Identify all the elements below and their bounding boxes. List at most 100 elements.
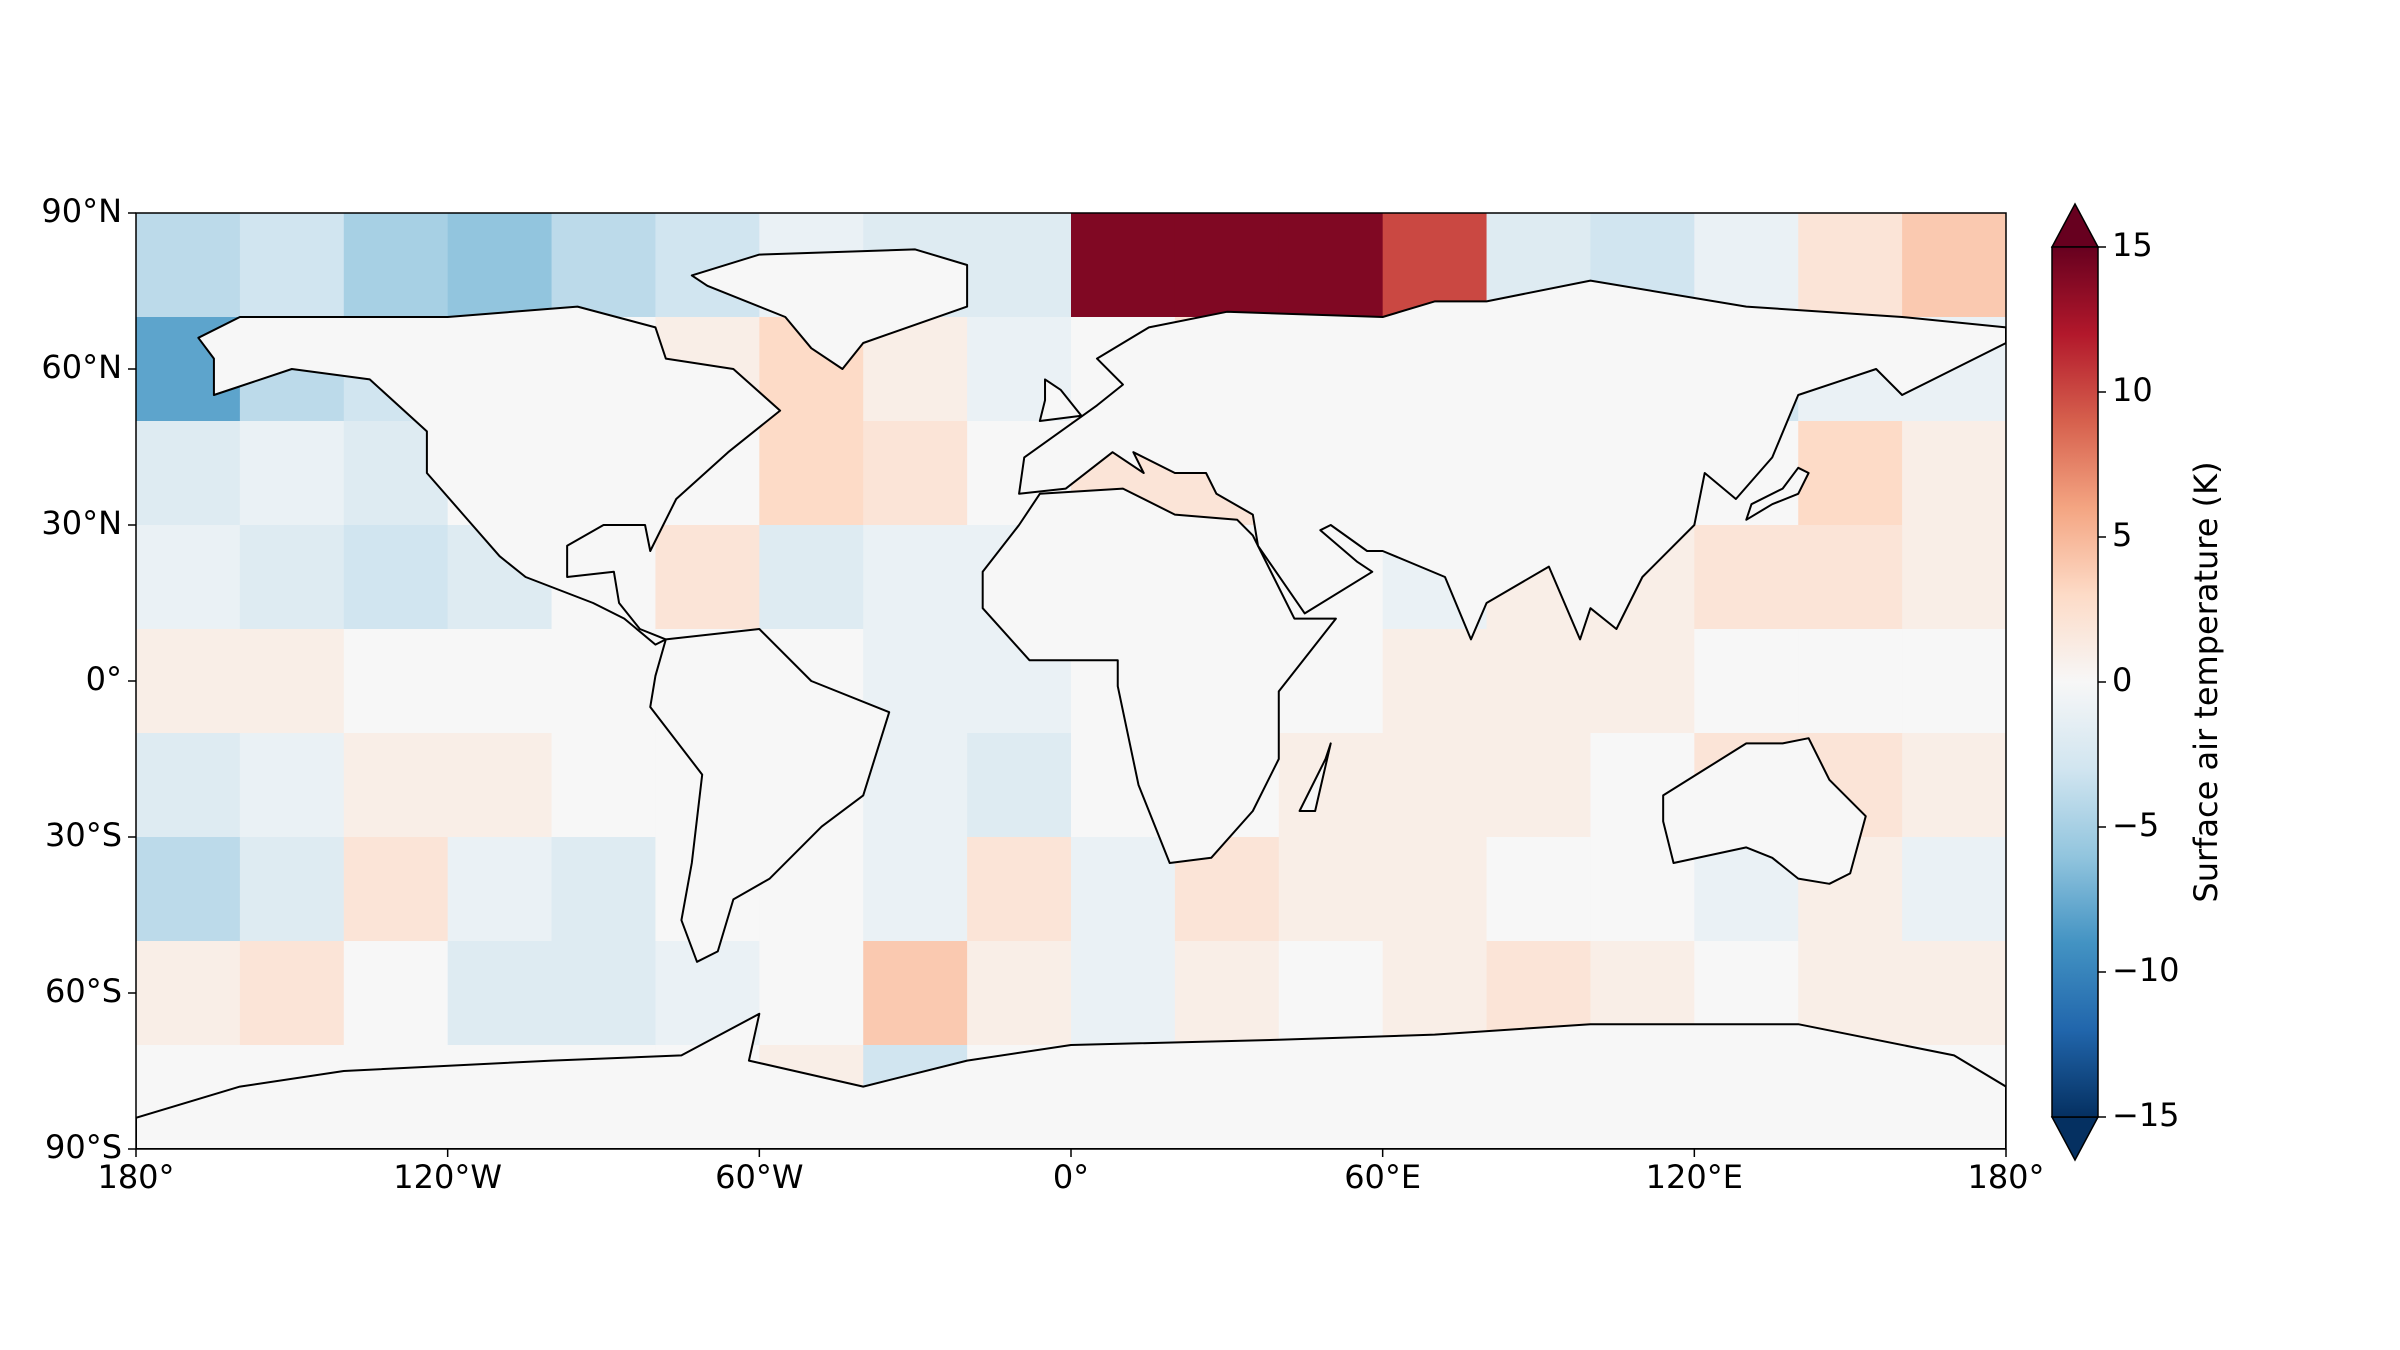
field-cell bbox=[551, 733, 656, 838]
field-cell bbox=[447, 629, 553, 734]
field-cell bbox=[967, 837, 1072, 942]
field-cell bbox=[1902, 525, 2006, 630]
y-tick-label: 0° bbox=[86, 660, 122, 698]
colorbar-tick-label: 5 bbox=[2112, 516, 2132, 554]
colorbar-tick-label: −10 bbox=[2112, 951, 2180, 989]
x-tick-label: 120°W bbox=[393, 1158, 502, 1196]
colorbar-tick-label: 10 bbox=[2112, 371, 2153, 409]
field-cell bbox=[239, 421, 345, 526]
field-cell bbox=[1694, 629, 1799, 734]
y-tick-label: 90°S bbox=[45, 1128, 122, 1166]
colorbar-tick-label: 0 bbox=[2112, 661, 2132, 699]
field-cell bbox=[1382, 213, 1488, 318]
field-cell bbox=[136, 525, 241, 630]
coastline bbox=[197, 305, 782, 646]
field-cell bbox=[239, 213, 345, 318]
colorbar-label: Surface air temperature (K) bbox=[2187, 461, 2225, 902]
field-cell bbox=[239, 733, 345, 838]
field-cell bbox=[551, 941, 656, 1046]
field-cell bbox=[447, 733, 553, 838]
x-tick-label: 120°E bbox=[1646, 1158, 1743, 1196]
field-cell bbox=[1278, 941, 1384, 1046]
field-cell bbox=[1071, 941, 1176, 1046]
field-cell bbox=[239, 525, 345, 630]
y-tick-label: 30°N bbox=[41, 504, 122, 542]
field-cell bbox=[136, 213, 241, 318]
field-cell bbox=[1486, 733, 1591, 838]
y-tick-label: 90°N bbox=[41, 192, 122, 230]
coastline bbox=[690, 248, 969, 370]
field-cell bbox=[447, 213, 553, 318]
field-cell bbox=[1382, 837, 1488, 942]
x-tick-label: 0° bbox=[1053, 1158, 1089, 1196]
field-cell bbox=[551, 629, 656, 734]
field-cell bbox=[136, 733, 241, 838]
field-cell bbox=[1071, 213, 1176, 318]
field-cell bbox=[967, 733, 1072, 838]
coastline bbox=[1662, 737, 1867, 885]
field-cell bbox=[343, 941, 449, 1046]
field-cell bbox=[863, 525, 968, 630]
coastline bbox=[649, 628, 891, 963]
field-cell bbox=[136, 629, 241, 734]
field-cell bbox=[343, 629, 449, 734]
coastline bbox=[1018, 279, 2006, 641]
field-cell bbox=[1694, 525, 1799, 630]
x-tick-label: 60°W bbox=[715, 1158, 803, 1196]
field-cell bbox=[1798, 629, 1903, 734]
field-cell bbox=[1486, 629, 1591, 734]
coastline bbox=[1298, 742, 1332, 812]
field-cell bbox=[1798, 421, 1903, 526]
field-cell bbox=[1382, 733, 1488, 838]
colorbar-extend-max bbox=[2050, 202, 2100, 248]
field-cell bbox=[1278, 733, 1384, 838]
field-cell bbox=[343, 213, 449, 318]
field-cell bbox=[759, 941, 864, 1046]
field-cell bbox=[343, 837, 449, 942]
field-cell bbox=[239, 941, 345, 1046]
x-tick-label: 180° bbox=[97, 1158, 174, 1196]
field-cell bbox=[863, 837, 968, 942]
field-cell bbox=[136, 837, 241, 942]
field-cell bbox=[1902, 213, 2006, 318]
field-cell bbox=[1902, 837, 2006, 942]
colorbar-tick-label: −5 bbox=[2112, 806, 2159, 844]
field-cell bbox=[1798, 525, 1903, 630]
field-cell bbox=[863, 733, 968, 838]
field-cell bbox=[967, 941, 1072, 1046]
colorbar-extend-min bbox=[2050, 1116, 2100, 1162]
field-cell bbox=[551, 213, 656, 318]
field-cell bbox=[1174, 213, 1280, 318]
field-cell bbox=[967, 213, 1072, 318]
field-cell bbox=[1902, 941, 2006, 1046]
coastline bbox=[981, 487, 1337, 864]
field-cell bbox=[863, 421, 968, 526]
y-tick-label: 60°N bbox=[41, 348, 122, 386]
field-cell bbox=[136, 941, 241, 1046]
field-cell bbox=[447, 941, 553, 1046]
field-cell bbox=[136, 421, 241, 526]
x-tick-label: 60°E bbox=[1344, 1158, 1421, 1196]
field-cell bbox=[1902, 421, 2006, 526]
field-cell bbox=[239, 629, 345, 734]
field-cell bbox=[239, 837, 345, 942]
field-cell bbox=[1902, 629, 2006, 734]
colorbar-scale bbox=[2051, 246, 2099, 1118]
field-cell bbox=[1071, 837, 1176, 942]
field-cell bbox=[1174, 941, 1280, 1046]
field-cell bbox=[1486, 837, 1591, 942]
coastline bbox=[1745, 466, 1810, 521]
field-cell bbox=[759, 525, 864, 630]
y-tick-label: 60°S bbox=[45, 972, 122, 1010]
coastline bbox=[1038, 378, 1083, 422]
colorbar-tick-label: −15 bbox=[2112, 1096, 2180, 1134]
field-cell bbox=[655, 525, 760, 630]
land bbox=[136, 248, 2006, 1149]
colorbar-tick-label: 15 bbox=[2112, 226, 2153, 264]
field-cell bbox=[1382, 629, 1488, 734]
field-cell bbox=[863, 941, 968, 1046]
field-cell bbox=[759, 421, 864, 526]
colorbar: −15 −10 −5 0 5 10 15 bbox=[2050, 202, 2180, 1162]
y-tick-label: 30°S bbox=[45, 816, 122, 854]
